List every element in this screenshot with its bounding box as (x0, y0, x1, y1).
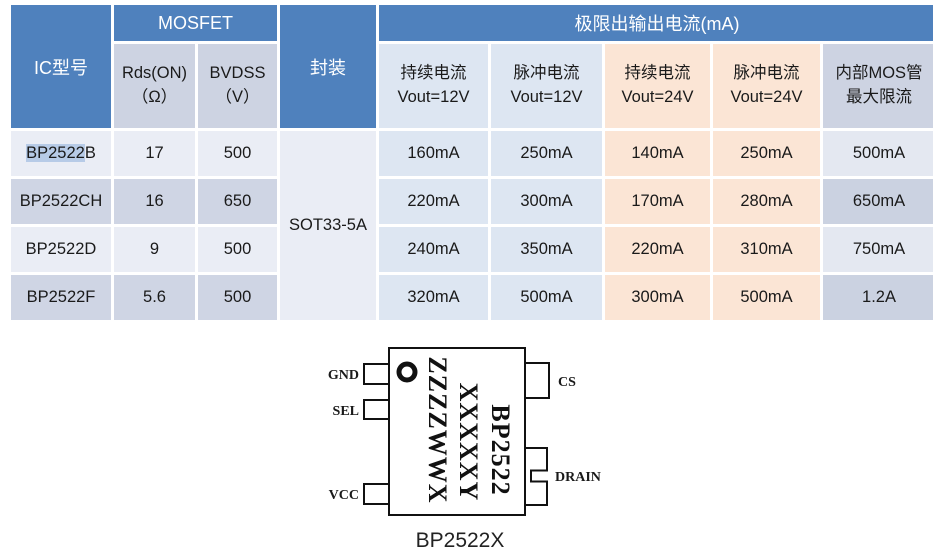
pin-gnd (363, 363, 390, 385)
pin-label-sel: SEL (333, 404, 359, 419)
cell-i12p: 350mA (491, 227, 602, 272)
cell-i24c: 220mA (605, 227, 710, 272)
subheader-rds-line1: Rds(ON) (121, 64, 188, 83)
subheader-internal-mos: 内部MOS管 最大限流 (823, 44, 933, 128)
subheader-rds-line2: （Ω） (131, 88, 178, 106)
subheader-internal-mos-line2: 最大限流 (846, 88, 913, 106)
subheader-bvdss-line1: BVDSS (209, 64, 266, 83)
chip-marking-line-2: XXXXXY (454, 383, 483, 502)
cell-i12c: 160mA (379, 131, 488, 176)
cell-i12p: 500mA (491, 275, 602, 320)
cell-imax: 500mA (823, 131, 933, 176)
cell-model-bp2522f: BP2522F (11, 275, 111, 320)
package-pinout-diagram: GND SEL VCC CS DRAIN ZZZZWWX XXXXXY BP25… (0, 338, 933, 552)
subheader-cont-24v-line1: 持续电流 (624, 64, 691, 83)
pin-vcc (363, 483, 390, 505)
subheader-pulse-12v-line2: Vout=12V (510, 88, 583, 106)
subheader-cont-12v-line1: 持续电流 (400, 64, 467, 83)
pin-cs (524, 362, 550, 399)
cell-i12p: 300mA (491, 179, 602, 224)
chip-marking-line-3: BP2522 (486, 404, 515, 495)
subheader-rds: Rds(ON) （Ω） (114, 44, 195, 128)
cell-i24c: 170mA (605, 179, 710, 224)
subheader-pulse-24v-line1: 脉冲电流 (733, 64, 800, 83)
pin-label-drain: DRAIN (555, 470, 601, 485)
cell-i12c: 240mA (379, 227, 488, 272)
cell-model-bp2522b: BP2522B (11, 131, 111, 176)
cell-bvdss: 500 (198, 227, 277, 272)
package-caption: BP2522X (416, 529, 505, 551)
cell-bvdss: 500 (198, 131, 277, 176)
pin-label-gnd: GND (328, 368, 359, 383)
pin-sel (363, 399, 390, 420)
pin-label-vcc: VCC (329, 488, 359, 503)
cell-rds: 9 (114, 227, 195, 272)
cell-i24c: 300mA (605, 275, 710, 320)
subheader-cont-24v: 持续电流 Vout=24V (605, 44, 710, 128)
header-limit-current: 极限出输出电流(mA) (379, 5, 933, 41)
cell-i12p: 250mA (491, 131, 602, 176)
header-package: 封装 (280, 5, 376, 128)
spec-table-container: IC型号 MOSFET 封装 极限出输出电流(mA) Rds(ON) （Ω） B… (8, 2, 933, 323)
cell-imax: 650mA (823, 179, 933, 224)
pin1-indicator-dot (396, 361, 418, 383)
subheader-cont-24v-line2: Vout=24V (621, 88, 694, 106)
pin-label-cs: CS (558, 375, 576, 390)
header-ic-model: IC型号 (11, 5, 111, 128)
cell-imax: 1.2A (823, 275, 933, 320)
subheader-cont-12v: 持续电流 Vout=12V (379, 44, 488, 128)
cell-model-bp2522ch: BP2522CH (11, 179, 111, 224)
subheader-pulse-24v-line2: Vout=24V (730, 88, 803, 106)
cell-i24p: 250mA (713, 131, 820, 176)
subheader-bvdss: BVDSS （V） (198, 44, 277, 128)
cell-i12c: 220mA (379, 179, 488, 224)
pin-drain (524, 447, 548, 506)
subheader-bvdss-line2: （V） (215, 88, 260, 106)
subheader-pulse-24v: 脉冲电流 Vout=24V (713, 44, 820, 128)
highlighted-text: BP2522 (26, 144, 85, 162)
pinout-svg: GND SEL VCC CS DRAIN ZZZZWWX XXXXXY BP25… (328, 347, 601, 552)
cell-rds: 5.6 (114, 275, 195, 320)
cell-i24p: 500mA (713, 275, 820, 320)
cell-imax: 750mA (823, 227, 933, 272)
subheader-pulse-12v: 脉冲电流 Vout=12V (491, 44, 602, 128)
subheader-pulse-12v-line1: 脉冲电流 (513, 64, 580, 83)
spec-table: IC型号 MOSFET 封装 极限出输出电流(mA) Rds(ON) （Ω） B… (8, 2, 933, 323)
cell-i12c: 320mA (379, 275, 488, 320)
cell-bvdss: 500 (198, 275, 277, 320)
cell-package: SOT33-5A (280, 131, 376, 320)
cell-model-bp2522d: BP2522D (11, 227, 111, 272)
cell-i24p: 280mA (713, 179, 820, 224)
cell-i24p: 310mA (713, 227, 820, 272)
header-mosfet: MOSFET (114, 5, 277, 41)
cell-rds: 17 (114, 131, 195, 176)
subheader-cont-12v-line2: Vout=12V (397, 88, 470, 106)
cell-bvdss: 650 (198, 179, 277, 224)
cell-rds: 16 (114, 179, 195, 224)
model-suffix: B (84, 144, 96, 162)
subheader-internal-mos-line1: 内部MOS管 (835, 64, 923, 83)
chip-marking-line-1: ZZZZWWX (423, 356, 452, 503)
cell-i24c: 140mA (605, 131, 710, 176)
